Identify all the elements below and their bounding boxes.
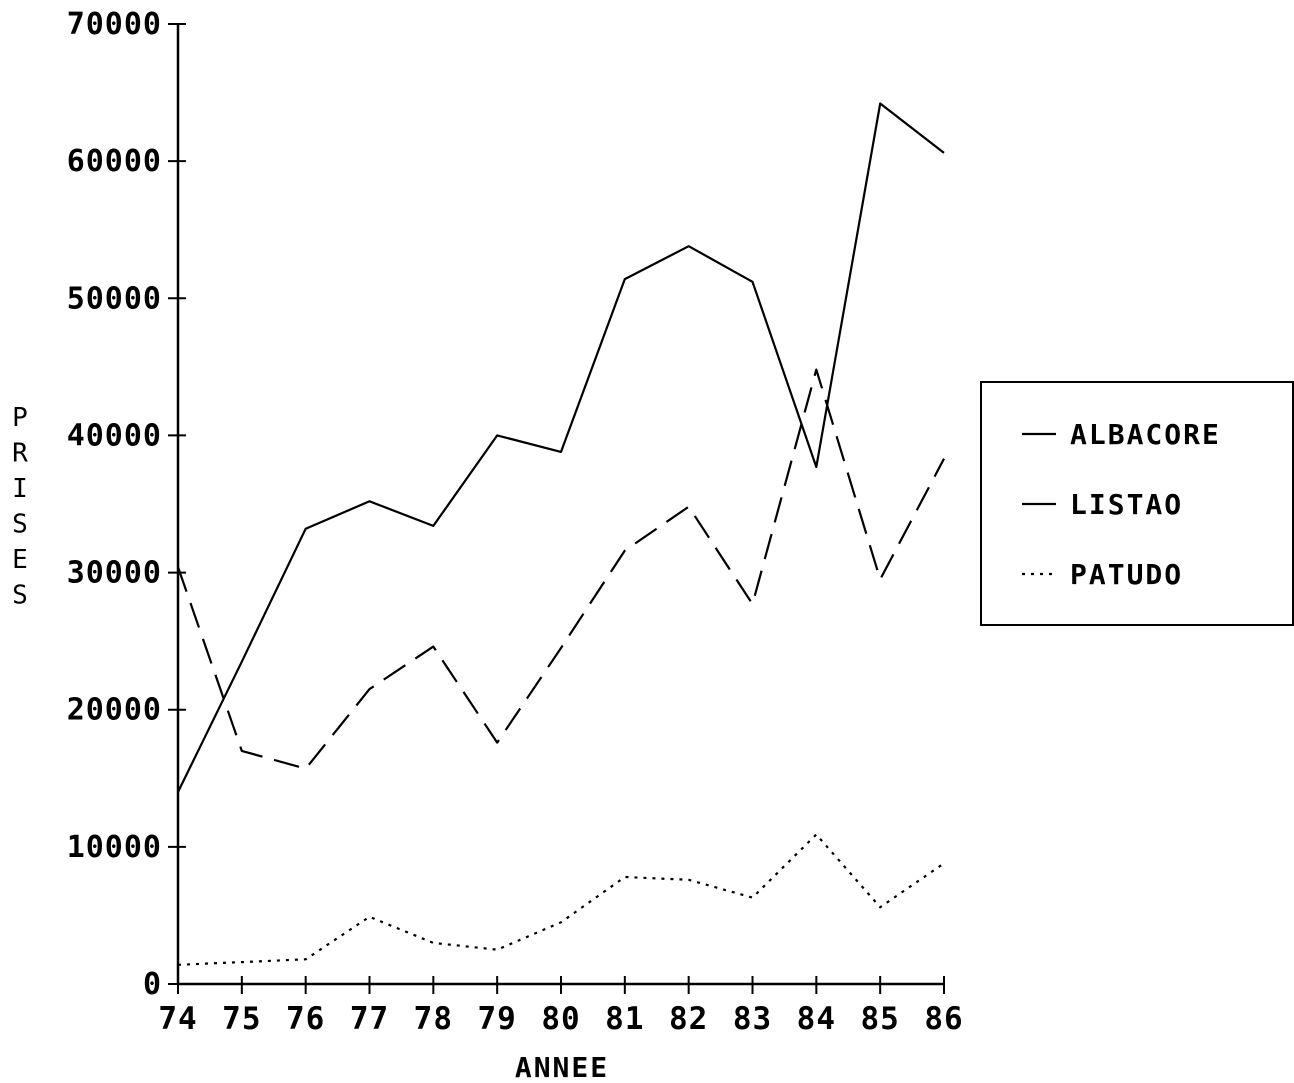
- x-tick-label: 85: [861, 1001, 900, 1037]
- x-axis-title: ANNEE: [515, 1051, 609, 1083]
- y-tick-label: 20000: [67, 693, 162, 728]
- y-tick-label: 50000: [67, 281, 162, 316]
- y-tick-label: 10000: [67, 830, 162, 865]
- x-tick-label: 86: [924, 1001, 963, 1037]
- series-line-listao: [176, 368, 945, 770]
- x-tick-label: 80: [541, 1001, 580, 1037]
- series-line-patudo: [177, 833, 945, 966]
- x-tick-label: 83: [733, 1001, 772, 1037]
- legend-label-albacore: ALBACORE: [1070, 418, 1221, 451]
- axes: [176, 24, 944, 986]
- y-tick-label: 40000: [67, 418, 162, 453]
- x-tick-label: 84: [797, 1001, 836, 1037]
- x-tick-label: 78: [414, 1001, 453, 1037]
- y-tick-label: 60000: [67, 144, 162, 179]
- legend-label-listao: LISTAO: [1070, 488, 1183, 521]
- x-tick-label: 81: [605, 1001, 644, 1037]
- x-tick-label: 77: [350, 1001, 389, 1037]
- series-lines: [176, 102, 945, 966]
- x-ticks: 74 75 76 77 78 79 80 81 82 83 84 85 86: [158, 976, 963, 1037]
- x-tick-label: 75: [222, 1001, 261, 1037]
- x-tick-label: 74: [158, 1001, 197, 1037]
- x-tick-label: 82: [669, 1001, 708, 1037]
- legend-label-patudo: PATUDO: [1070, 558, 1183, 591]
- x-tick-label: 79: [478, 1001, 517, 1037]
- series-line-albacore: [177, 102, 945, 793]
- legend: ALBACORE LISTAO PATUDO: [980, 381, 1294, 626]
- x-tick-label: 76: [286, 1001, 325, 1037]
- y-tick-label: 0: [143, 967, 162, 1002]
- y-tick-label: 30000: [67, 556, 162, 591]
- y-ticks: 0 10000 20000 30000 40000 50000 60000 70000: [67, 7, 186, 1002]
- y-tick-label: 70000: [67, 7, 162, 42]
